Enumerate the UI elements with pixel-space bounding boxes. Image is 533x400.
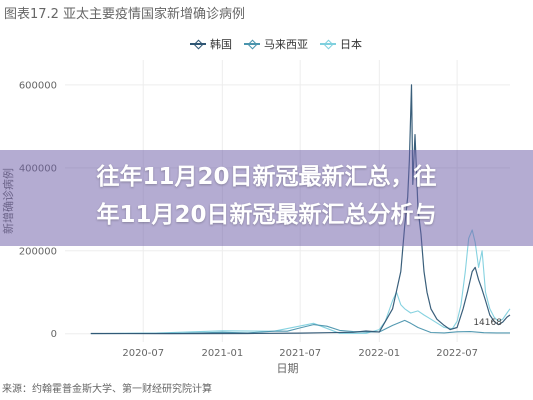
y-tick-label-1: 200000 bbox=[19, 246, 57, 257]
y-tick-label-0: 0 bbox=[51, 329, 57, 340]
headline-line-1: 往年11月20日新冠最新汇总，往 bbox=[96, 164, 437, 190]
source-note: 来源：约翰霍普金斯大学、第一财经研究院计算 bbox=[2, 384, 212, 395]
x-tick-label-1: 2021-01 bbox=[201, 348, 243, 359]
legend-swatch-japan bbox=[320, 39, 336, 50]
figure-title: 图表17.2 亚太主要疫情国家新增确诊病例 bbox=[4, 3, 245, 22]
headline-line-2: 年11月20日新冠最新汇总分析与 bbox=[96, 202, 437, 228]
figure-title-prefix: 图表17.2 bbox=[4, 7, 59, 22]
headline-text: 往年11月20日新冠最新汇总，往 年11月20日新冠最新汇总分析与 bbox=[0, 158, 533, 234]
headline-banner bbox=[0, 150, 533, 246]
data-annotation-label: 14168 bbox=[473, 318, 502, 328]
chart-legend: 韩国 马来西亚 日本 bbox=[190, 36, 374, 52]
legend-item-korea: 韩国 bbox=[190, 36, 232, 52]
legend-label-japan: 日本 bbox=[340, 38, 362, 51]
x-tick-label-2: 2021-07 bbox=[279, 348, 321, 359]
legend-line-japan bbox=[320, 43, 336, 45]
legend-item-japan: 日本 bbox=[320, 36, 362, 52]
legend-label-korea: 韩国 bbox=[210, 38, 232, 51]
series-line-korea bbox=[90, 84, 511, 335]
legend-swatch-korea bbox=[190, 39, 206, 50]
y-tick-label-3: 600000 bbox=[19, 80, 57, 91]
legend-line-korea bbox=[190, 43, 206, 45]
x-tick-label-0: 2020-07 bbox=[122, 348, 164, 359]
legend-line-malaysia bbox=[244, 43, 260, 45]
series-line-japan bbox=[104, 229, 511, 335]
legend-item-malaysia: 马来西亚 bbox=[244, 36, 308, 52]
legend-label-malaysia: 马来西亚 bbox=[264, 38, 308, 51]
legend-swatch-malaysia bbox=[244, 39, 260, 50]
x-tick-label-3: 2022-01 bbox=[358, 348, 400, 359]
x-axis-title: 日期 bbox=[277, 362, 299, 375]
figure-title-main: 亚太主要疫情国家新增确诊病例 bbox=[62, 7, 245, 22]
x-tick-label-4: 2022-07 bbox=[436, 348, 478, 359]
